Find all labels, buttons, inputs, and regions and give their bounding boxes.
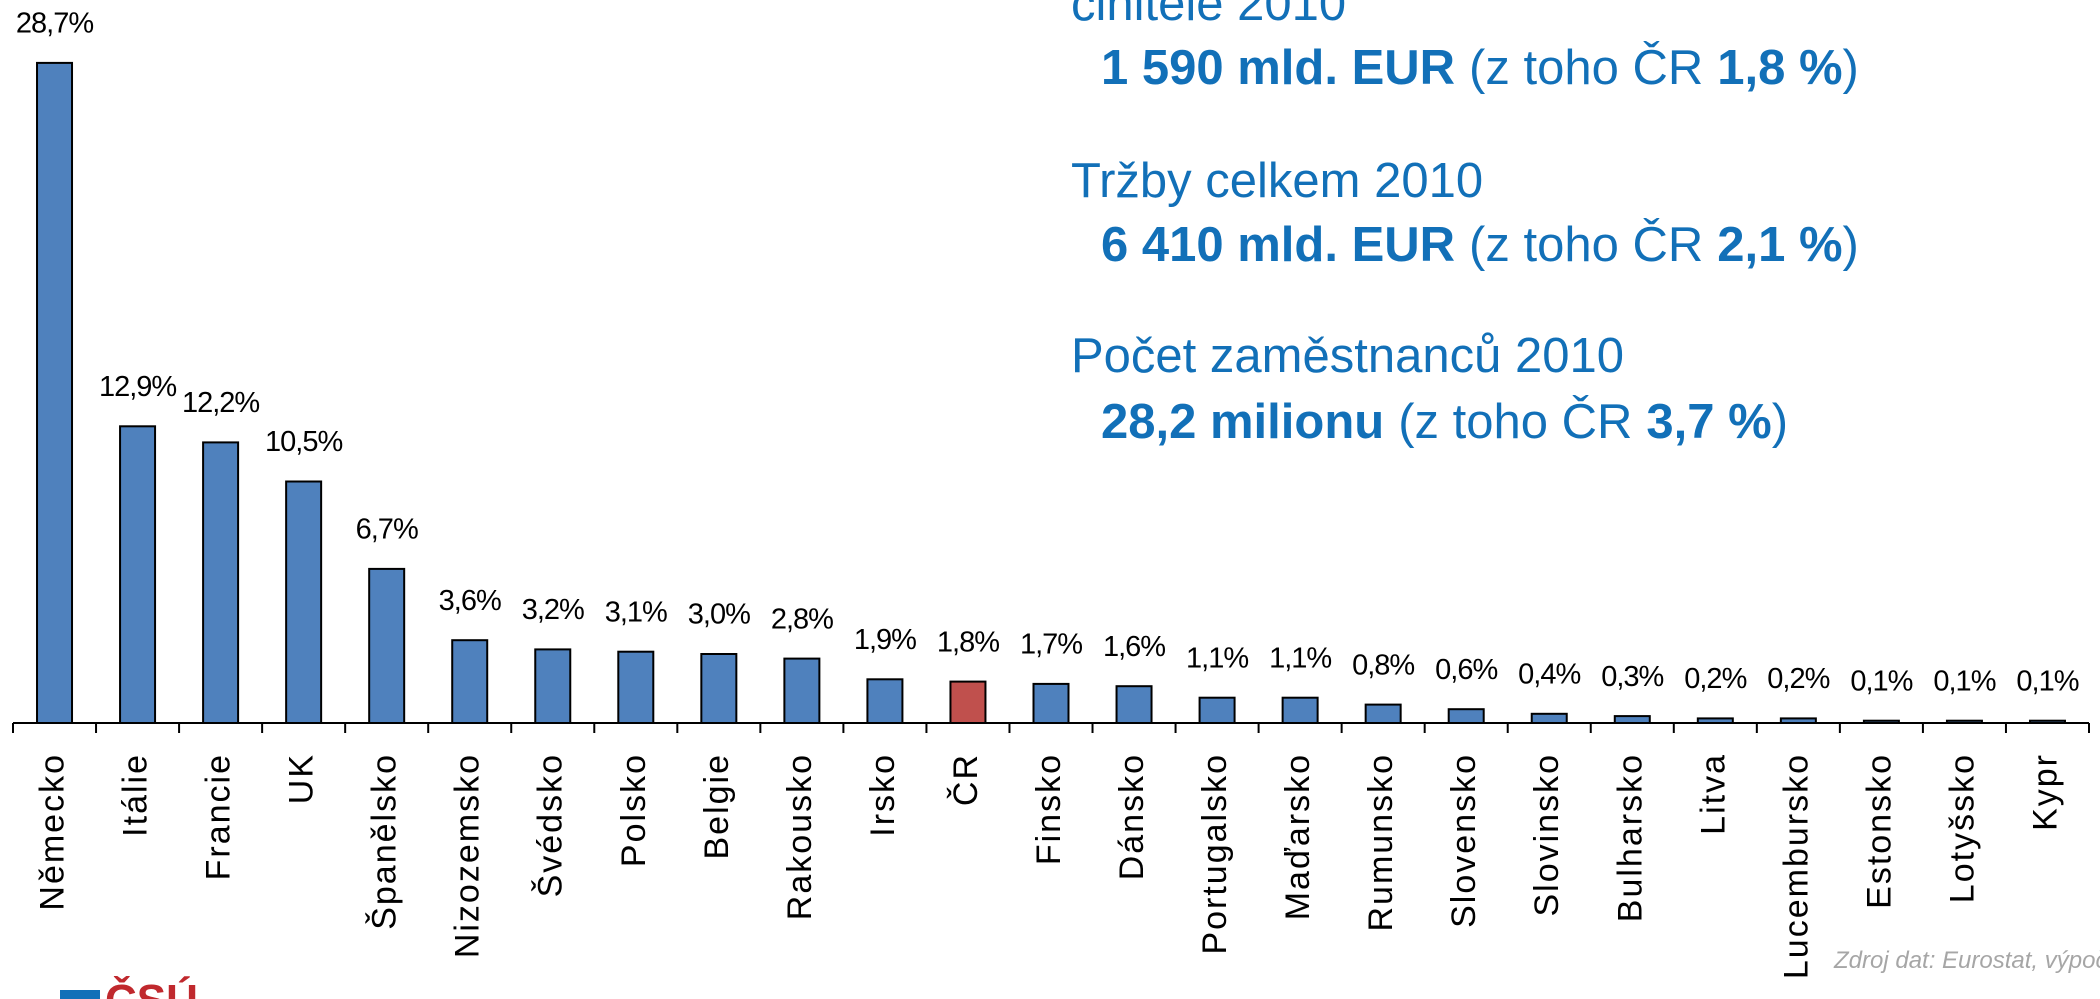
x-tick-label: Itálie (117, 753, 155, 837)
data-label: 0,4% (1518, 658, 1580, 690)
source: Zdroj dat: Eurostat, výpočty ČSÚ (1833, 946, 2100, 974)
note-share: 2,1 % (1717, 218, 1842, 272)
data-label: 3,1% (605, 596, 667, 628)
notes: činitele 2010 1 590 mld. EUR (z toho ČR 1,8… (1071, 0, 1859, 449)
note-prefix: (z toho ČR (1398, 395, 1632, 449)
bar (949, 680, 987, 724)
data-label: 0,8% (1352, 649, 1414, 681)
bar (617, 650, 655, 725)
x-tick-label: Lotyšsko (1943, 753, 1981, 903)
note-prefix: (z toho ČR (1469, 218, 1703, 272)
data-label: 1,9% (854, 624, 916, 656)
note-line: 28,2 milionu (z toho ČR 3,7 %) (1101, 395, 1788, 449)
bar (368, 567, 406, 725)
x-tick-label: UK (283, 753, 321, 804)
bar (1530, 712, 1568, 724)
x-tick-label: Estonsko (1860, 753, 1898, 909)
x-tick-label: Dánsko (1113, 753, 1151, 880)
bar (1198, 696, 1236, 725)
bar (1032, 682, 1070, 725)
bar (700, 653, 738, 724)
bar (1779, 717, 1817, 725)
data-label: 1,1% (1269, 642, 1331, 674)
data-label: 3,2% (522, 594, 584, 626)
x-tick-label: Španělsko (366, 753, 404, 930)
bar (1862, 719, 1900, 725)
logo-mark (60, 990, 100, 999)
bar (866, 678, 904, 724)
x-tick-label: Slovensko (1445, 753, 1483, 928)
note-suffix: ) (1772, 395, 1788, 449)
data-label: 6,7% (356, 514, 418, 546)
bar (1945, 719, 1983, 725)
data-label: 1,6% (1103, 631, 1165, 663)
x-tick-label: Rumunsko (1362, 753, 1400, 932)
bar (534, 648, 572, 725)
note-value: 6 410 mld. EUR (1101, 218, 1455, 272)
x-tick-label: ČR (947, 753, 985, 806)
note-share: 1,8 % (1717, 41, 1842, 95)
x-tick-label: Kypr (2026, 753, 2064, 831)
bar (1613, 715, 1651, 724)
x-tick-label: Polsko (615, 753, 653, 867)
data-label: 0,2% (1767, 663, 1829, 695)
x-tick-label: Belgie (698, 753, 736, 860)
x-tick-label: Finsko (1030, 753, 1068, 865)
bar (451, 639, 489, 725)
x-tick-label: Lucembursko (1777, 753, 1815, 979)
data-label: 2,8% (771, 603, 833, 635)
x-tick-label: Německo (34, 753, 72, 911)
data-label: 0,2% (1684, 663, 1746, 695)
data-label: 0,6% (1435, 654, 1497, 686)
note-value: 1 590 mld. EUR (1101, 41, 1455, 95)
bar (285, 480, 323, 724)
note-title: činitele 2010 (1071, 0, 1346, 31)
data-label: 0,3% (1601, 661, 1663, 693)
note-prefix: (z toho ČR (1469, 41, 1703, 95)
data-label: 3,6% (439, 585, 501, 617)
bar (1447, 708, 1485, 725)
note-line: 6 410 mld. EUR (z toho ČR 2,1 %) (1101, 218, 1859, 272)
data-label: 0,1% (2016, 665, 2078, 697)
bar (1281, 696, 1319, 725)
note-suffix: ) (1843, 218, 1859, 272)
x-tick-label: Maďarsko (1279, 753, 1317, 920)
bar (2028, 719, 2066, 725)
x-tick-label: Portugalsko (1196, 753, 1234, 955)
note-title: Počet zaměstnanců 2010 (1071, 329, 1624, 383)
bar (119, 425, 157, 724)
data-label: 12,2% (182, 387, 259, 419)
x-tick-label: Francie (200, 753, 238, 880)
note-share: 3,7 % (1646, 395, 1771, 449)
note-line: 1 590 mld. EUR (z toho ČR 1,8 %) (1101, 41, 1859, 95)
x-tick-label: Nizozemsko (449, 753, 487, 958)
data-label: 1,1% (1186, 642, 1248, 674)
x-tick-label: Irsko (864, 753, 902, 837)
bar (1364, 703, 1402, 724)
note-title: Tržby celkem 2010 (1071, 154, 1483, 208)
bar (202, 441, 240, 724)
data-label: 1,8% (937, 626, 999, 658)
logo: ČSÚ (105, 974, 198, 999)
data-label: 0,1% (1850, 665, 1912, 697)
data-label: 12,9% (99, 371, 176, 403)
note-suffix: ) (1843, 41, 1859, 95)
x-tick-label: Rakousko (781, 753, 819, 920)
x-tick-label: Švédsko (532, 753, 570, 897)
bar (1115, 685, 1153, 725)
bar (36, 61, 74, 724)
bar (1696, 717, 1734, 725)
bar (783, 657, 821, 724)
data-label: 1,7% (1020, 629, 1082, 661)
data-label: 0,1% (1933, 665, 1995, 697)
x-tick-label: Litva (1694, 753, 1732, 835)
note-value: 28,2 milionu (1101, 395, 1384, 449)
data-label: 10,5% (265, 426, 342, 458)
x-tick-label: Bulharsko (1611, 753, 1649, 922)
x-tick-label: Slovinsko (1528, 753, 1566, 917)
data-label: 28,7% (16, 8, 93, 40)
data-label: 3,0% (688, 599, 750, 631)
